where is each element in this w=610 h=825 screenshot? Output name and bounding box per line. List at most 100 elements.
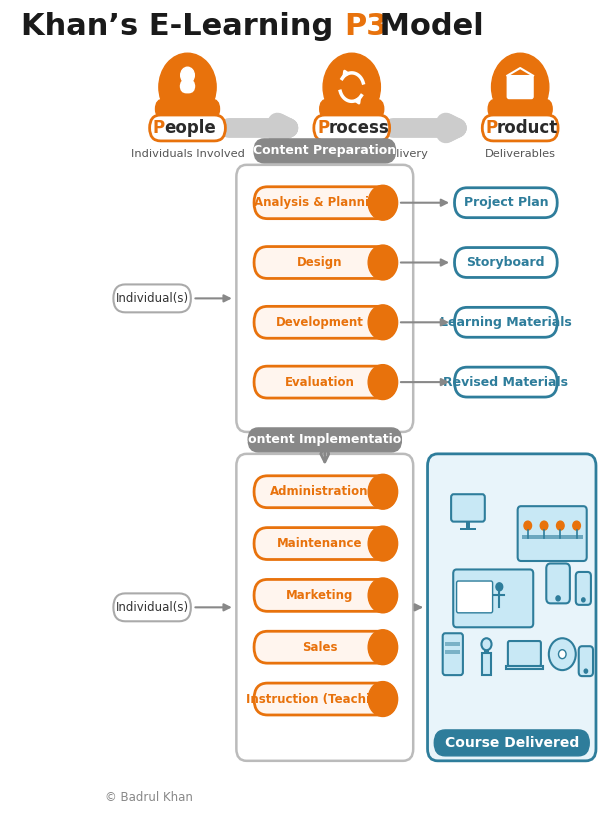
Text: P: P bbox=[317, 119, 329, 137]
Text: Deliverables: Deliverables bbox=[485, 148, 556, 159]
Text: Content Implementation: Content Implementation bbox=[239, 433, 411, 446]
Circle shape bbox=[496, 582, 503, 591]
Bar bbox=[459, 528, 476, 530]
Text: Revised Materials: Revised Materials bbox=[443, 375, 569, 389]
Text: Marketing: Marketing bbox=[285, 589, 353, 602]
Text: Administration: Administration bbox=[270, 485, 368, 498]
FancyBboxPatch shape bbox=[508, 641, 541, 666]
Text: Khan’s E-Learning: Khan’s E-Learning bbox=[21, 12, 344, 40]
Text: Evaluation: Evaluation bbox=[284, 375, 354, 389]
Circle shape bbox=[368, 186, 398, 220]
Text: Storyboard: Storyboard bbox=[467, 256, 545, 269]
FancyBboxPatch shape bbox=[254, 247, 395, 279]
Text: Course Delivered: Course Delivered bbox=[445, 736, 579, 750]
FancyBboxPatch shape bbox=[254, 366, 395, 398]
Circle shape bbox=[549, 639, 576, 670]
FancyBboxPatch shape bbox=[254, 306, 395, 338]
Bar bbox=[484, 647, 489, 653]
Circle shape bbox=[368, 681, 398, 716]
Text: eople: eople bbox=[164, 119, 216, 137]
Circle shape bbox=[368, 245, 398, 280]
Text: Maintenance: Maintenance bbox=[277, 537, 362, 550]
Circle shape bbox=[368, 578, 398, 613]
FancyBboxPatch shape bbox=[254, 683, 395, 715]
Text: rocess: rocess bbox=[328, 119, 389, 137]
Circle shape bbox=[368, 526, 398, 561]
Text: Development: Development bbox=[276, 316, 364, 329]
Circle shape bbox=[540, 521, 548, 530]
Circle shape bbox=[556, 596, 560, 601]
FancyBboxPatch shape bbox=[254, 631, 395, 663]
Circle shape bbox=[181, 67, 195, 83]
FancyBboxPatch shape bbox=[508, 76, 533, 98]
FancyBboxPatch shape bbox=[113, 593, 191, 621]
FancyBboxPatch shape bbox=[518, 507, 587, 561]
FancyBboxPatch shape bbox=[320, 99, 384, 119]
FancyBboxPatch shape bbox=[254, 139, 395, 163]
Text: roduct: roduct bbox=[497, 119, 558, 137]
FancyBboxPatch shape bbox=[579, 646, 593, 676]
Text: Analysis & Planning: Analysis & Planning bbox=[254, 196, 386, 210]
Text: © Badrul Khan: © Badrul Khan bbox=[105, 790, 193, 804]
FancyBboxPatch shape bbox=[254, 476, 395, 507]
FancyBboxPatch shape bbox=[443, 634, 463, 675]
FancyBboxPatch shape bbox=[488, 99, 552, 119]
Circle shape bbox=[492, 54, 549, 121]
Text: Individuals Involved: Individuals Involved bbox=[131, 148, 245, 159]
Circle shape bbox=[573, 521, 580, 530]
Circle shape bbox=[368, 629, 398, 665]
Circle shape bbox=[481, 639, 492, 650]
Bar bbox=[466, 521, 470, 529]
Bar bbox=[445, 642, 461, 646]
Circle shape bbox=[323, 54, 381, 121]
FancyBboxPatch shape bbox=[457, 581, 493, 613]
Text: Learning Materials: Learning Materials bbox=[440, 316, 572, 329]
Circle shape bbox=[368, 305, 398, 340]
Text: Individual(s): Individual(s) bbox=[115, 292, 188, 305]
FancyBboxPatch shape bbox=[451, 494, 485, 521]
FancyBboxPatch shape bbox=[248, 428, 401, 452]
Text: P: P bbox=[486, 119, 498, 137]
Text: Project Plan: Project Plan bbox=[464, 196, 548, 210]
Text: Model: Model bbox=[368, 12, 483, 40]
Text: P: P bbox=[153, 119, 165, 137]
Circle shape bbox=[584, 669, 587, 673]
FancyBboxPatch shape bbox=[236, 454, 413, 761]
Text: P3: P3 bbox=[344, 12, 387, 40]
Circle shape bbox=[559, 650, 566, 658]
Circle shape bbox=[368, 474, 398, 509]
FancyBboxPatch shape bbox=[236, 165, 413, 432]
FancyBboxPatch shape bbox=[149, 115, 226, 141]
Circle shape bbox=[524, 521, 531, 530]
Bar bbox=[483, 653, 490, 675]
Text: Instruction (Teaching): Instruction (Teaching) bbox=[246, 692, 392, 705]
Text: Sales: Sales bbox=[302, 641, 337, 653]
FancyBboxPatch shape bbox=[254, 528, 395, 559]
Circle shape bbox=[556, 521, 564, 530]
Text: Development and Delivery: Development and Delivery bbox=[275, 148, 428, 159]
Text: Design: Design bbox=[296, 256, 342, 269]
FancyBboxPatch shape bbox=[113, 285, 191, 313]
Circle shape bbox=[368, 365, 398, 399]
FancyBboxPatch shape bbox=[156, 99, 220, 119]
FancyBboxPatch shape bbox=[453, 569, 533, 627]
FancyBboxPatch shape bbox=[454, 308, 558, 337]
FancyBboxPatch shape bbox=[428, 454, 596, 761]
Text: Individual(s): Individual(s) bbox=[115, 601, 188, 614]
FancyBboxPatch shape bbox=[180, 79, 195, 93]
FancyBboxPatch shape bbox=[576, 572, 591, 605]
FancyBboxPatch shape bbox=[483, 115, 558, 141]
FancyBboxPatch shape bbox=[454, 188, 558, 218]
FancyBboxPatch shape bbox=[454, 248, 558, 277]
FancyBboxPatch shape bbox=[254, 186, 395, 219]
FancyBboxPatch shape bbox=[314, 115, 390, 141]
Bar bbox=[506, 666, 544, 670]
Circle shape bbox=[582, 598, 585, 602]
FancyBboxPatch shape bbox=[454, 367, 558, 397]
Bar bbox=[522, 535, 583, 539]
Circle shape bbox=[159, 54, 216, 121]
Text: Content Preparation: Content Preparation bbox=[253, 144, 396, 158]
Bar bbox=[445, 650, 461, 654]
FancyBboxPatch shape bbox=[547, 563, 570, 603]
FancyBboxPatch shape bbox=[254, 579, 395, 611]
